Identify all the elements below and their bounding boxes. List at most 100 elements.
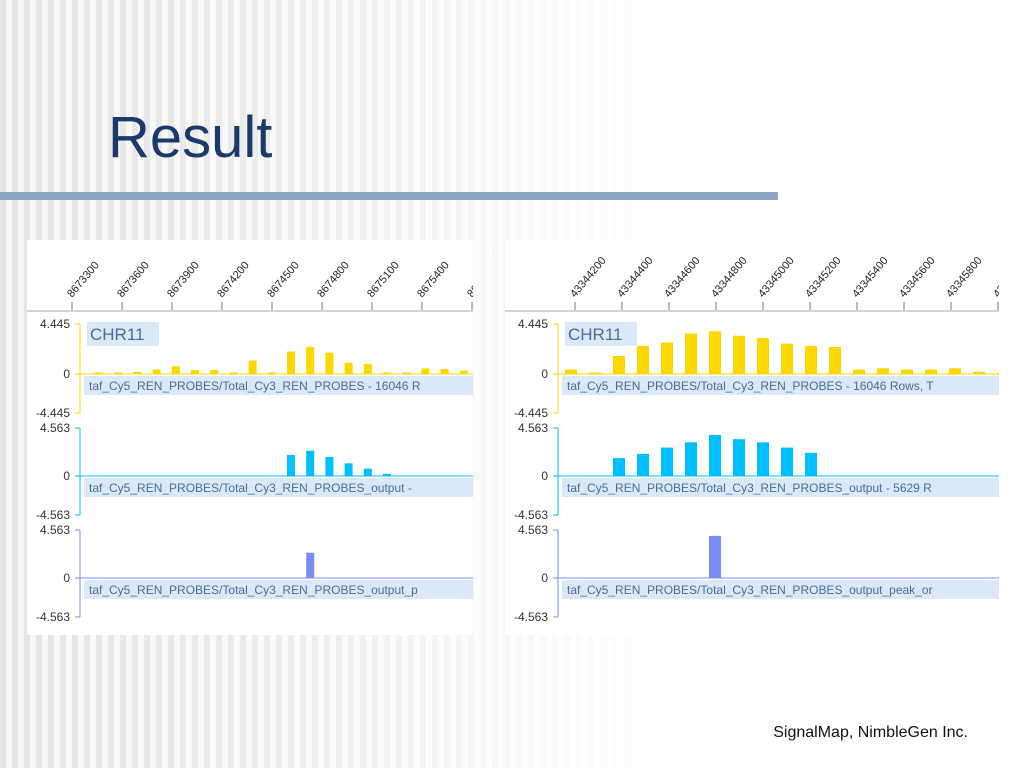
signal-bar xyxy=(325,457,334,476)
track-y-tick-label: -4.445 xyxy=(36,406,70,420)
track-y-tick-label: 0 xyxy=(541,571,548,585)
track-y-tick-label: 4.563 xyxy=(518,421,548,435)
signal-bar xyxy=(757,442,769,476)
track-label: taf_Cy5_REN_PROBES/Total_Cy3_REN_PROBES_… xyxy=(89,481,412,495)
signal-bar xyxy=(306,552,315,578)
signal-bar xyxy=(709,535,721,578)
track-label: taf_Cy5_REN_PROBES/Total_Cy3_REN_PROBES_… xyxy=(567,481,932,495)
signal-bar xyxy=(363,468,372,476)
signal-bar xyxy=(949,368,961,374)
signal-bar xyxy=(229,372,238,374)
genome-axis-tick-label: 43344400 xyxy=(615,255,656,300)
signal-bar xyxy=(997,372,999,374)
track-y-tick-label: -4.563 xyxy=(36,610,70,624)
signal-bar xyxy=(973,371,985,374)
signal-track-3: 4.563 0 -4.563 taf_Cy5_REN_PROBES/Total_Cy3… xyxy=(36,523,473,624)
signal-bar xyxy=(589,372,601,374)
track-y-tick-label: 4.445 xyxy=(518,317,548,331)
track-label: taf_Cy5_REN_PROBES/Total_Cy3_REN_PROBES_… xyxy=(567,583,933,597)
chromosome-label: CHR11 xyxy=(90,325,144,344)
genome-track-chart-left: 8673300 8673600 8673900 8674200 8674500 86748… xyxy=(27,259,473,624)
genome-axis-tick-label: 43344800 xyxy=(709,255,750,300)
signal-bar xyxy=(853,369,865,374)
signal-bar xyxy=(191,370,199,374)
genome-axis: 43344200 43344400 43344600 43344800 43345000… xyxy=(568,255,999,310)
signal-bar xyxy=(383,372,391,374)
source-credit: SignalMap, NimbleGen Inc. xyxy=(773,724,968,741)
signal-bar xyxy=(248,360,257,374)
track-y-tick-label: 4.563 xyxy=(40,523,70,537)
signal-bar xyxy=(613,356,625,374)
genome-axis-tick-label: 43345800 xyxy=(944,255,985,300)
signal-bar xyxy=(781,343,793,374)
track-y-tick-label: -4.563 xyxy=(514,508,548,522)
track-y-tick-label: 4.563 xyxy=(40,421,70,435)
signal-bar xyxy=(637,345,649,374)
signal-bar xyxy=(267,372,276,374)
signal-bar xyxy=(95,372,103,374)
genome-axis-tick-label: 43345400 xyxy=(850,255,891,300)
genome-track-chart-right: 43344200 43344400 43344600 43344800 43345000… xyxy=(505,255,999,624)
signal-bar xyxy=(344,362,353,374)
track-label-bg xyxy=(562,580,999,599)
signal-bar xyxy=(661,342,673,374)
signal-bar xyxy=(152,369,161,374)
signal-bar xyxy=(114,372,123,374)
track-label-bg xyxy=(84,478,473,497)
signal-bar xyxy=(344,463,353,476)
signal-bar xyxy=(925,369,937,374)
signal-bar xyxy=(133,371,142,374)
signal-track-2: 4.563 0 -4.563 taf_Cy5_REN_PROBES/Total_Cy3… xyxy=(36,421,473,522)
signal-bar xyxy=(459,370,468,374)
genome-axis-tick-label: 8673300 xyxy=(65,259,102,300)
genome-axis-tick-label: 43345200 xyxy=(803,255,844,300)
signal-bar xyxy=(565,369,577,374)
genome-axis-tick-label: 8673600 xyxy=(115,259,152,300)
track-y-tick-label: 4.563 xyxy=(518,523,548,537)
track-y-tick-label: 0 xyxy=(541,367,548,381)
genome-axis-tick-label: 43344200 xyxy=(568,255,609,300)
genome-axis-tick-label: 43345600 xyxy=(897,255,938,300)
signal-bar xyxy=(733,439,745,476)
genome-axis-tick-label: 8674500 xyxy=(265,259,302,300)
track-label-bg xyxy=(84,376,473,395)
track-y-tick-label: -4.445 xyxy=(514,406,548,420)
slide-title: Result xyxy=(108,105,273,170)
signal-bar xyxy=(171,366,180,374)
signal-track-3: 4.563 0 -4.563 taf_Cy5_REN_PROBES/Total_Cy3… xyxy=(514,523,999,624)
genome-axis-tick-label: 8675400 xyxy=(415,259,452,300)
signal-bar xyxy=(210,370,219,374)
genome-axis-tick-label: 8675100 xyxy=(365,259,402,300)
genome-axis-tick-label: 43345000 xyxy=(756,255,797,300)
signal-bar xyxy=(325,352,334,374)
signal-bar xyxy=(637,453,649,476)
signal-bar xyxy=(685,333,697,374)
signal-bar xyxy=(287,351,295,374)
track-label-bg xyxy=(562,376,999,395)
signal-bar xyxy=(733,335,745,374)
genome-axis-tick-label: 867 xyxy=(465,278,473,300)
track-y-tick-label: 0 xyxy=(63,367,70,381)
signal-bar xyxy=(781,447,793,476)
genome-axis-tick-label: 43344600 xyxy=(662,255,703,300)
track-label: taf_Cy5_REN_PROBES/Total_Cy3_REN_PROBES … xyxy=(567,379,934,393)
genome-axis-tick-label: 43346000 xyxy=(991,255,999,300)
signal-bar xyxy=(287,454,295,476)
signal-bar xyxy=(363,363,372,374)
track-label-bg xyxy=(562,478,999,497)
track-label: taf_Cy5_REN_PROBES/Total_Cy3_REN_PROBES_… xyxy=(89,583,418,597)
signal-track-2: 4.563 0 -4.563 taf_Cy5_REN_PROBES/Total_Cy3… xyxy=(514,421,999,522)
signal-bar xyxy=(306,450,315,476)
signal-bar xyxy=(383,473,391,476)
chromosome-label-bg xyxy=(565,322,637,346)
track-label-bg xyxy=(84,580,473,599)
genome-axis-tick-label: 8674800 xyxy=(315,259,352,300)
signal-bar xyxy=(709,331,721,374)
signal-bar xyxy=(661,447,673,476)
track-y-tick-label: 4.445 xyxy=(40,317,70,331)
signal-bar xyxy=(757,338,769,374)
genome-axis: 8673300 8673600 8673900 8674200 8674500 86748… xyxy=(65,259,473,310)
signal-bar xyxy=(613,458,625,476)
signal-track-1: 4.445 0 -4.445 taf_Cy5_REN_PROBES/Total_Cy3… xyxy=(36,317,473,420)
signal-bar xyxy=(805,345,817,374)
